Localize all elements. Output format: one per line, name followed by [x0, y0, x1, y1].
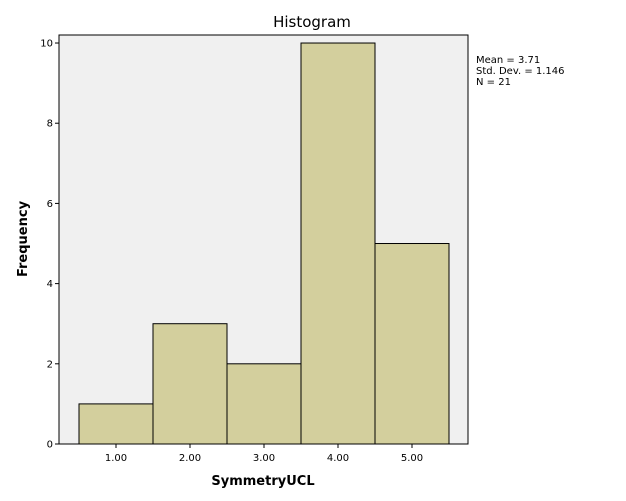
y-tick-label: 8 [47, 119, 53, 130]
histogram-bar [374, 243, 450, 445]
x-axis-title: SymmetryUCL [211, 474, 314, 489]
x-tick-label: 5.00 [401, 453, 423, 464]
y-tick-label: 10 [40, 39, 53, 50]
histogram-bar [226, 363, 302, 445]
y-tick-label: 2 [47, 359, 53, 370]
histogram-bar [300, 42, 376, 445]
x-axis-ticks: 1.00 2.00 3.00 4.00 5.00 [105, 444, 423, 464]
stats-std-dev: Std. Dev. = 1.146 [476, 66, 565, 77]
y-tick-label: 0 [47, 440, 53, 451]
y-tick-label: 6 [47, 199, 53, 210]
y-axis-title: Frequency [16, 200, 31, 277]
stats-mean: Mean = 3.71 [476, 55, 540, 66]
stats-box: Mean = 3.71 Std. Dev. = 1.146 N = 21 [476, 55, 565, 88]
histogram-bar [152, 323, 228, 445]
x-tick-label: 2.00 [179, 453, 201, 464]
x-tick-label: 1.00 [105, 453, 127, 464]
bars-group [78, 42, 450, 445]
stats-n: N = 21 [476, 77, 511, 88]
x-tick-label: 4.00 [327, 453, 349, 464]
y-axis-ticks: 0 2 4 6 8 10 [40, 39, 59, 451]
chart-title: Histogram [273, 13, 351, 31]
x-tick-label: 3.00 [253, 453, 275, 464]
histogram-bar [78, 403, 154, 445]
y-tick-label: 4 [47, 279, 53, 290]
